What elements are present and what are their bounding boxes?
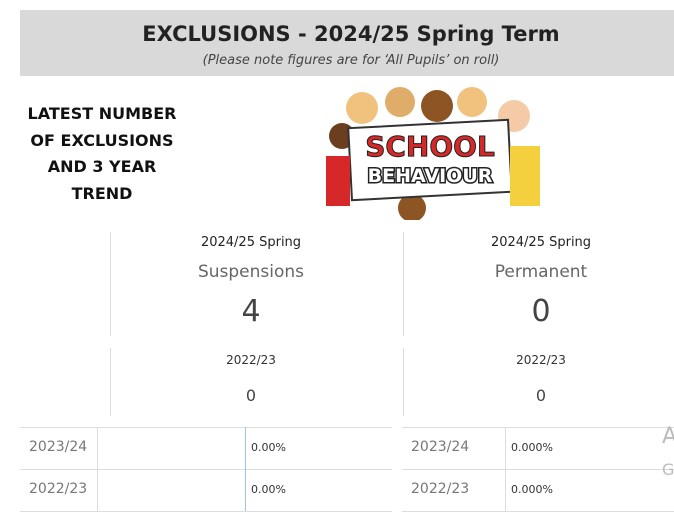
side-heading-line: AND 3 YEAR bbox=[48, 157, 157, 176]
table-line bbox=[505, 427, 506, 469]
image-text: SCHOOL bbox=[365, 130, 495, 163]
card-label: Permanent bbox=[495, 262, 587, 282]
divider bbox=[110, 348, 111, 416]
table-line bbox=[245, 469, 246, 511]
table-line bbox=[20, 427, 392, 428]
table-year: 2022/23 bbox=[411, 481, 469, 497]
table-line bbox=[402, 469, 674, 470]
table-line bbox=[97, 427, 98, 469]
trend-period: 2022/23 bbox=[516, 353, 566, 367]
edge-fragment: A bbox=[662, 424, 674, 449]
side-heading-line: TREND bbox=[72, 184, 133, 203]
table-percent: 0.000% bbox=[511, 441, 553, 454]
table-percent: 0.00% bbox=[251, 483, 286, 496]
card-value: 4 bbox=[241, 294, 260, 329]
table-year: 2023/24 bbox=[411, 439, 469, 455]
card-value: 0 bbox=[531, 294, 550, 329]
trend-value: 0 bbox=[246, 386, 256, 405]
table-year: 2022/23 bbox=[29, 481, 87, 497]
card-period: 2024/25 Spring bbox=[201, 235, 301, 250]
trend-value: 0 bbox=[536, 386, 546, 405]
divider bbox=[110, 232, 111, 336]
table-percent: 0.000% bbox=[511, 483, 553, 496]
table-line bbox=[97, 469, 98, 511]
page: EXCLUSIONS - 2024/25 Spring Term (Please… bbox=[0, 0, 674, 511]
side-heading-line: LATEST NUMBER bbox=[28, 104, 177, 123]
subtitle: (Please note figures are for ‘All Pupils… bbox=[203, 53, 500, 68]
divider bbox=[403, 348, 404, 416]
card-period: 2024/25 Spring bbox=[491, 235, 591, 250]
table-line bbox=[245, 427, 246, 469]
table-line bbox=[20, 469, 392, 470]
trend-period: 2022/23 bbox=[226, 353, 276, 367]
table-line bbox=[402, 427, 674, 428]
school-behaviour-image: SCHOOL BEHAVIOUR bbox=[322, 86, 548, 220]
side-heading-line: OF EXCLUSIONS bbox=[30, 131, 173, 150]
table-year: 2023/24 bbox=[29, 439, 87, 455]
divider bbox=[403, 232, 404, 336]
table-percent: 0.00% bbox=[251, 441, 286, 454]
title: EXCLUSIONS - 2024/25 Spring Term bbox=[142, 22, 559, 46]
image-text: BEHAVIOUR bbox=[368, 165, 493, 187]
card-label: Suspensions bbox=[198, 262, 304, 282]
table-line bbox=[505, 469, 506, 511]
edge-fragment: G bbox=[662, 460, 674, 479]
